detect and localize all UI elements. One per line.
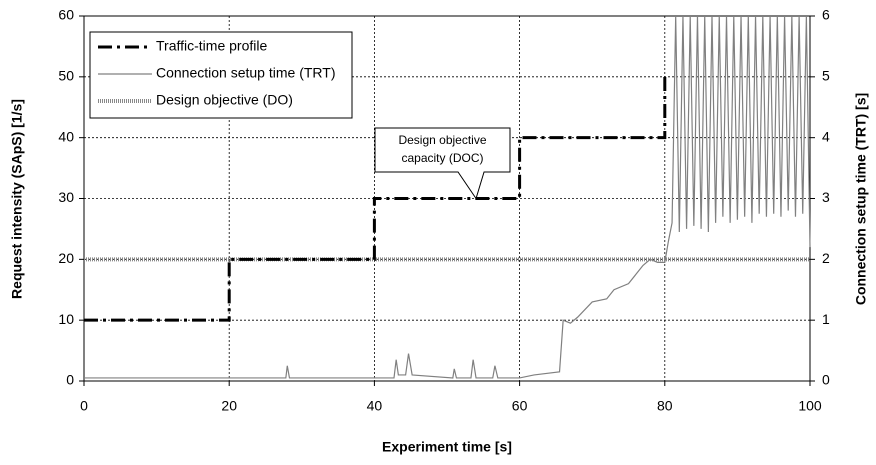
series-line [84, 76, 667, 322]
y-tick-label: 60 [58, 7, 74, 23]
y-tick-label: 20 [58, 250, 74, 266]
annotation-box [374, 127, 511, 200]
x-axis-title: Experiment time [s] [382, 439, 512, 455]
y2-tick-label: 6 [822, 7, 830, 23]
legend-label: Connection setup time (TRT) [156, 65, 335, 81]
annotation-text: Design objective [398, 133, 486, 147]
legend: Traffic-time profile Connection setup tim… [89, 31, 353, 119]
series-line [84, 15, 811, 379]
legend-label: Traffic-time profile [156, 38, 267, 54]
y2-tick-label: 1 [822, 311, 830, 327]
x-tick-label: 20 [221, 398, 237, 414]
legend-label: Design objective (DO) [156, 92, 293, 108]
annotation-text: capacity (DOC) [401, 151, 483, 165]
y-tick-label: 10 [58, 311, 74, 327]
y-tick-label: 50 [58, 68, 74, 84]
y2-tick-label: 4 [822, 128, 830, 144]
x-tick-label: 80 [657, 398, 673, 414]
plot-frame [83, 15, 811, 382]
y-tick-label: 0 [66, 372, 74, 388]
y2-tick-label: 3 [822, 189, 830, 205]
y-tick-label: 40 [58, 128, 74, 144]
y2-tick-label: 0 [822, 372, 830, 388]
y-axis-title: Request intensity (SApS) [1/s] [9, 99, 25, 299]
y2-tick-label: 5 [822, 68, 830, 84]
x-tick-label: 60 [512, 398, 528, 414]
y2-tick-label: 2 [822, 250, 830, 266]
y2-axis-title: Connection setup time (TRT) [s] [853, 93, 869, 305]
x-tick-label: 0 [80, 398, 88, 414]
y-tick-label: 30 [58, 189, 74, 205]
x-tick-label: 100 [798, 398, 822, 414]
x-tick-label: 40 [367, 398, 383, 414]
